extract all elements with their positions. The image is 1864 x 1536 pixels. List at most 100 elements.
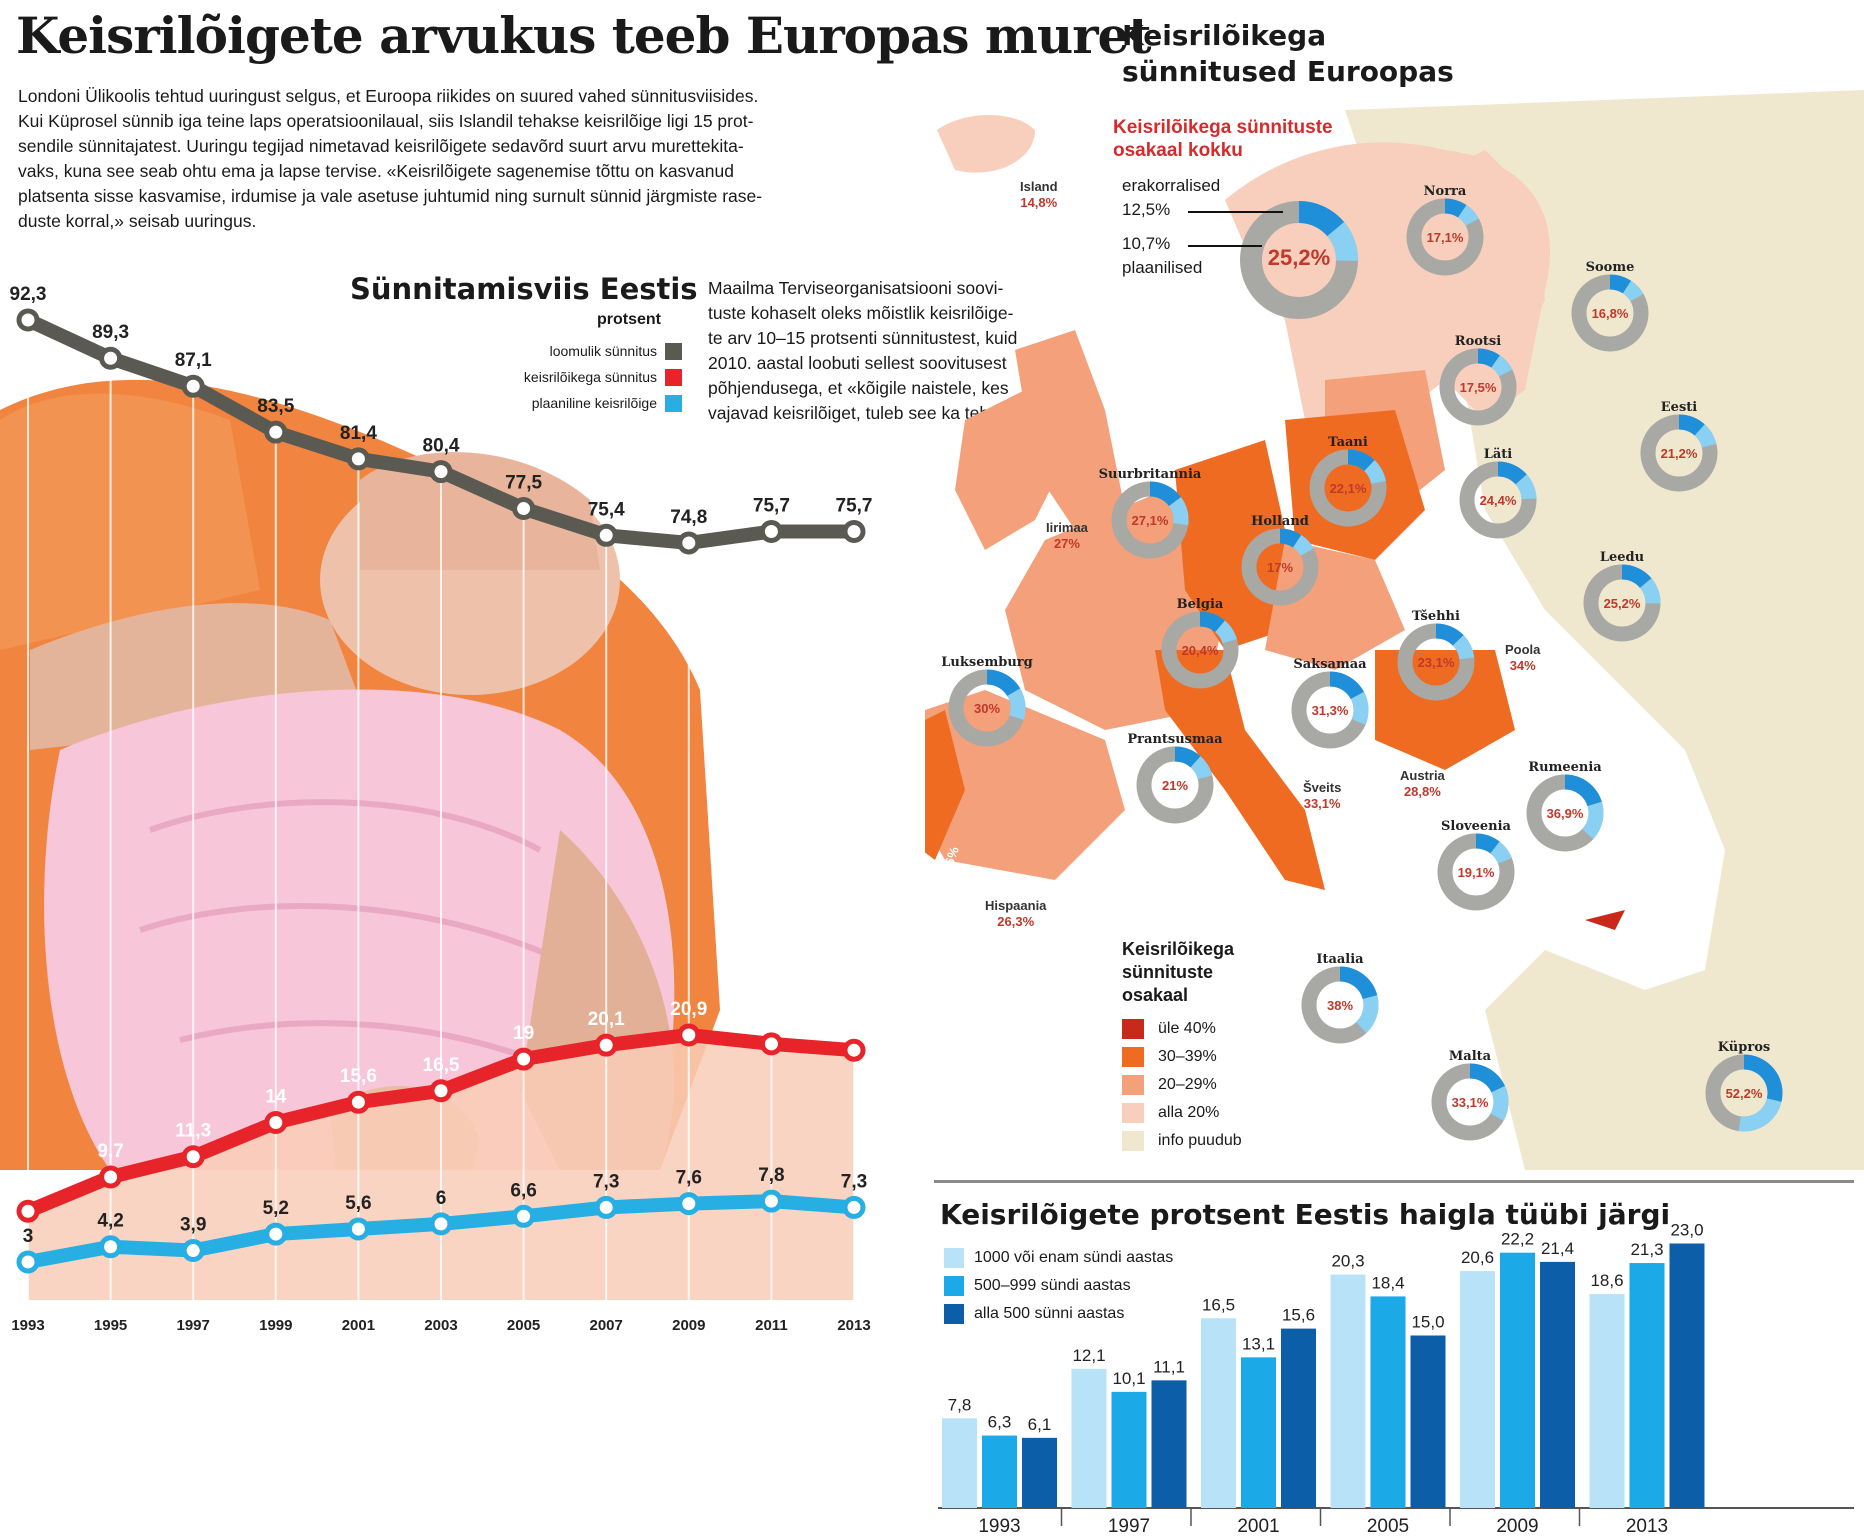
planned-csection-data-label: 5,6 [345, 1193, 371, 1214]
donut-value: 17% [1267, 560, 1293, 575]
baby-hair [360, 452, 600, 570]
donut-planned-slice [1581, 801, 1604, 840]
planned-csection-data-label: 3,9 [180, 1215, 206, 1236]
donut-planned-slice [1490, 841, 1512, 864]
legend-swatch [665, 342, 682, 360]
bar-value-label: 16,5 [1202, 1295, 1235, 1314]
x-tick-label: 2005 [507, 1317, 540, 1334]
donut-prantsusmaa: 21% Prantsusmaa [1127, 732, 1223, 824]
csection-data-label: 20,2 [753, 1008, 790, 1029]
donut-emergency-slice [1339, 966, 1378, 1000]
map-legend: Keisrilõikega sünnituste osakaal üle 40%… [1122, 938, 1242, 1155]
donut-planned-slice [1515, 474, 1537, 500]
donut-value: 25,2% [1268, 245, 1330, 270]
donut-soome: 16,8% Soome [1571, 260, 1649, 352]
donut-value: 38% [1327, 998, 1353, 1013]
donut-emergency-slice [1444, 198, 1467, 218]
bar [1151, 1380, 1187, 1508]
donut-value: 21,2% [1661, 446, 1698, 461]
map-legend-item: 30–39% [1122, 1043, 1242, 1071]
bar [1500, 1252, 1535, 1508]
planned-csection-point [181, 1239, 205, 1263]
x-tick-label: 1997 [1108, 1516, 1150, 1536]
country-label-poola: Poola 34% [1505, 642, 1541, 673]
map-legend-title: Keisrilõikega sünnituste osakaal [1122, 939, 1235, 1005]
donut-rootsi: 17,5% Rootsi [1439, 334, 1517, 426]
donut-planned-slice [1168, 497, 1189, 526]
planned-csection-data-label: 6 [436, 1188, 447, 1209]
donut-value: 19,1% [1458, 865, 1495, 880]
x-tick-label: 2013 [837, 1317, 870, 1334]
map-title: Keisrilõikega sünnitused Euroopas [1122, 19, 1454, 88]
donut-holland: 17% Holland [1241, 514, 1319, 606]
bar [1589, 1294, 1625, 1508]
map-legend-item: üle 40% [1122, 1015, 1242, 1043]
bar [1022, 1437, 1057, 1508]
planned-csection-point [429, 1212, 453, 1236]
intro-line: vaks, kuna see seab ohtu ema ja lapse te… [18, 161, 734, 181]
donut-planned-slice [1622, 280, 1644, 302]
planned-csection-point [512, 1204, 536, 1228]
bar-value-label: 7,8 [948, 1395, 972, 1414]
x-tick-label: 2001 [342, 1317, 375, 1334]
donut-planned-slice [1292, 534, 1314, 557]
natural-birth-point [346, 447, 370, 471]
natural-birth-data-label: 80,4 [423, 436, 460, 457]
donut-läti: 24,4% Läti [1459, 447, 1537, 539]
x-tick-label: 1995 [94, 1317, 127, 1334]
donut-country-name: Itaalia [1316, 952, 1364, 967]
csection-data-label: 19,7 [836, 1014, 873, 1035]
intro-text: Londoni Ülikoolis tehtud uuringust selgu… [18, 84, 918, 234]
donut-country-name: Eesti [1661, 400, 1698, 415]
natural-birth-point [181, 374, 205, 398]
donut-emergency-slice [1497, 461, 1527, 485]
donut-planned-slice [1006, 688, 1026, 720]
planned-csection-data-label: 6,6 [510, 1180, 536, 1201]
x-tick-label: 2013 [1626, 1516, 1668, 1536]
natural-birth-point [429, 460, 453, 484]
donut-country-name: Norra [1424, 184, 1467, 199]
birth-method-line-chart: 1993 1995 1997 1999 2001 2003 2005 2007 2009 2011… [10, 284, 873, 1334]
natural-birth-data-label: 92,3 [10, 284, 47, 305]
planned-csection-point [346, 1217, 370, 1241]
natural-birth-data-label: 74,8 [670, 507, 707, 528]
donut-country-name: Prantsusmaa [1127, 732, 1223, 747]
page-title: Keisrilõigete arvukus teeb Europas muret [16, 6, 1151, 65]
legend-item: 500–999 sündi aastas [944, 1272, 1173, 1300]
country-label-sveits: Šveits 33,1% [1303, 780, 1342, 811]
map-subtitle: Keisrilõikega sünnituste osakaal kokku [1113, 117, 1333, 161]
portugal [925, 710, 965, 860]
donut-country-name: Suurbritannia [1099, 467, 1202, 482]
bar [1370, 1296, 1406, 1508]
donut-suurbritannia: 27,1% Suurbritannia [1099, 467, 1202, 559]
donut-emergency-slice [1469, 1063, 1506, 1093]
csection-point [16, 1199, 40, 1223]
csection-data-label: 20,9 [670, 999, 707, 1020]
natural-birth-point [759, 519, 783, 543]
csection-point [346, 1090, 370, 1114]
donut-value: 52,2% [1726, 1086, 1763, 1101]
bar-value-label: 15,0 [1411, 1313, 1444, 1332]
x-tick-label: 2005 [1367, 1516, 1409, 1536]
csection-point [512, 1047, 536, 1071]
natural-birth-data-label: 75,4 [588, 499, 625, 520]
x-tick-label: 2003 [424, 1317, 457, 1334]
donut-küpros: 52,2% Küpros [1705, 1040, 1783, 1132]
country-label-island: Island 14,8% [1020, 179, 1058, 210]
bar-value-label: 21,3 [1630, 1240, 1663, 1259]
bar-chart-title: Keisrilõigete protsent Eestis haigla tüü… [940, 1198, 1671, 1231]
donut-value: 16,8% [1592, 306, 1629, 321]
natural-birth-point [842, 519, 866, 543]
csection-data-label: 15,6 [340, 1066, 377, 1087]
donut-emergency-slice [1199, 611, 1225, 633]
bar-value-label: 23,0 [1670, 1221, 1703, 1240]
csection-point [181, 1145, 205, 1169]
donut-emergency-slice [1435, 623, 1464, 646]
donut-planned-slice [1738, 1097, 1782, 1132]
donut-itaalia: 38% Itaalia [1301, 952, 1379, 1044]
csection-point [429, 1079, 453, 1103]
natural-birth-point [512, 497, 536, 521]
bar-value-label: 6,1 [1028, 1415, 1052, 1434]
bar-value-label: 18,6 [1590, 1271, 1623, 1290]
donut-emergency-slice [1477, 348, 1500, 368]
